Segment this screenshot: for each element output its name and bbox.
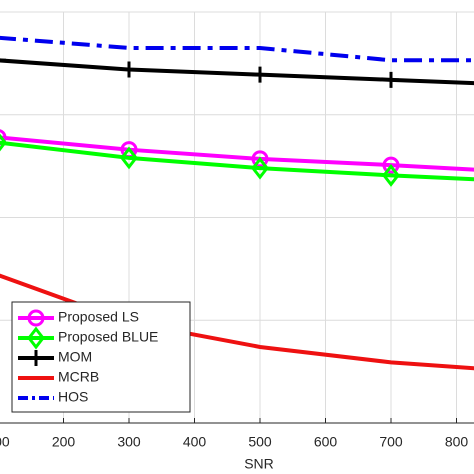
- marker: [382, 156, 400, 174]
- legend-label: Proposed LS: [58, 309, 139, 325]
- legend: Proposed LS Proposed BLUE MOM MCRB HOS: [11, 301, 191, 413]
- marker: [252, 66, 268, 83]
- x-tick-label: 800: [445, 434, 469, 450]
- x-tick-label: 200: [52, 434, 76, 450]
- legend-label: HOS: [58, 389, 88, 405]
- x-axis-label: SNR: [244, 456, 274, 472]
- marker: [383, 71, 399, 88]
- x-tick-label: 600: [314, 434, 338, 450]
- marker: [0, 133, 7, 152]
- x-tick-label: 300: [117, 434, 141, 450]
- marker: [120, 146, 138, 170]
- marker: [121, 61, 137, 78]
- marker: [27, 309, 45, 327]
- x-tick-label: 400: [183, 434, 207, 450]
- series-line: [0, 140, 474, 182]
- x-tick-label: 700: [379, 434, 403, 450]
- marker: [28, 350, 44, 366]
- legend-label: Proposed BLUE: [58, 329, 158, 345]
- x-tick-label: 100: [0, 434, 10, 450]
- marker: [251, 150, 269, 168]
- marker: [0, 129, 7, 146]
- series-line: [0, 58, 474, 86]
- legend-label: MOM: [58, 349, 92, 365]
- marker: [27, 326, 45, 350]
- marker: [251, 156, 269, 180]
- legend-label: MCRB: [58, 369, 99, 385]
- series-line: [0, 35, 474, 63]
- x-tick-label: 500: [248, 434, 272, 450]
- marker: [382, 163, 400, 187]
- marker: [0, 58, 6, 62]
